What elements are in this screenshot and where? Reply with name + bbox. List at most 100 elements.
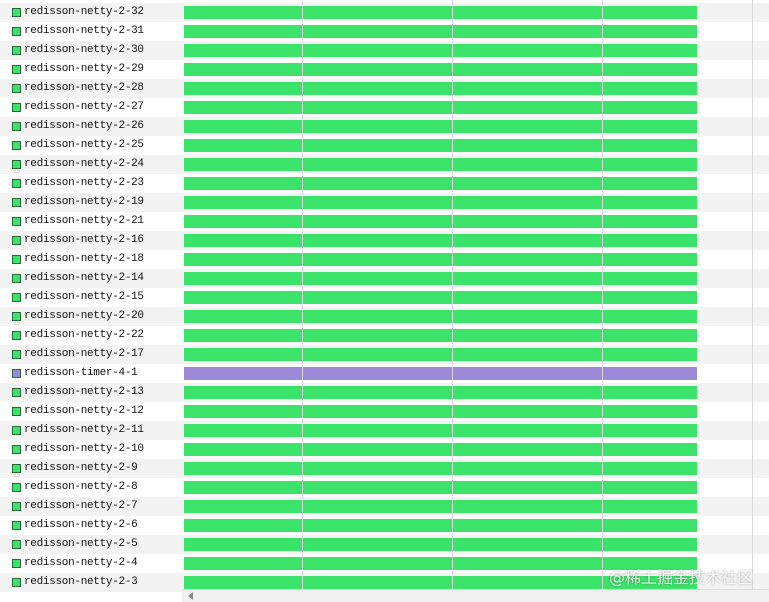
grid-line — [452, 0, 453, 590]
thread-state-icon — [12, 160, 21, 169]
thread-name: redisson-netty-2-10 — [24, 443, 144, 455]
thread-row: redisson-timer-4-1 — [0, 364, 769, 383]
thread-row: redisson-netty-2-8 — [0, 478, 769, 497]
thread-state-icon — [12, 46, 21, 55]
thread-state-icon — [12, 141, 21, 150]
thread-name: redisson-netty-2-8 — [24, 481, 138, 493]
thread-state-icon — [12, 540, 21, 549]
thread-name: redisson-netty-2-31 — [24, 25, 144, 37]
thread-name: redisson-netty-2-24 — [24, 158, 144, 170]
thread-name: redisson-netty-2-29 — [24, 63, 144, 75]
thread-state-icon — [12, 179, 21, 188]
thread-state-bar — [184, 519, 697, 532]
thread-state-bar — [184, 424, 697, 437]
thread-state-icon — [12, 483, 21, 492]
thread-row: redisson-netty-2-14 — [0, 269, 769, 288]
thread-name: redisson-netty-2-5 — [24, 538, 138, 550]
thread-state-icon — [12, 445, 21, 454]
thread-state-icon — [12, 255, 21, 264]
thread-name: redisson-netty-2-26 — [24, 120, 144, 132]
thread-name: redisson-netty-2-19 — [24, 196, 144, 208]
thread-row: redisson-netty-2-16 — [0, 231, 769, 250]
thread-row: redisson-netty-2-5 — [0, 535, 769, 554]
thread-state-icon — [12, 84, 21, 93]
thread-state-icon — [12, 8, 21, 17]
thread-state-bar — [184, 196, 697, 209]
thread-row: redisson-netty-2-11 — [0, 421, 769, 440]
thread-state-bar — [184, 538, 697, 551]
grid-line — [602, 0, 603, 590]
thread-state-bar — [184, 329, 697, 342]
thread-row: redisson-netty-2-7 — [0, 497, 769, 516]
thread-name: redisson-netty-2-6 — [24, 519, 138, 531]
thread-row: redisson-netty-2-27 — [0, 98, 769, 117]
thread-state-icon — [12, 122, 21, 131]
thread-state-bar — [184, 158, 697, 171]
thread-name: redisson-netty-2-23 — [24, 177, 144, 189]
thread-name: redisson-netty-2-20 — [24, 310, 144, 322]
thread-state-bar — [184, 557, 697, 570]
thread-row: redisson-netty-2-13 — [0, 383, 769, 402]
thread-name: redisson-netty-2-28 — [24, 82, 144, 94]
thread-row: redisson-netty-2-20 — [0, 307, 769, 326]
thread-name: redisson-netty-2-4 — [24, 557, 138, 569]
thread-state-bar — [184, 576, 697, 589]
thread-name: redisson-netty-2-3 — [24, 576, 138, 588]
thread-state-bar — [184, 348, 697, 361]
thread-state-bar — [184, 386, 697, 399]
thread-state-icon — [12, 521, 21, 530]
thread-name: redisson-netty-2-27 — [24, 101, 144, 113]
thread-state-icon — [12, 369, 21, 378]
thread-state-bar — [184, 101, 697, 114]
thread-row: redisson-netty-2-6 — [0, 516, 769, 535]
thread-row: redisson-netty-2-12 — [0, 402, 769, 421]
horizontal-scrollbar[interactable] — [182, 589, 769, 602]
thread-state-icon — [12, 559, 21, 568]
thread-state-icon — [12, 65, 21, 74]
thread-state-bar — [184, 291, 697, 304]
thread-row: redisson-netty-2-4 — [0, 554, 769, 573]
thread-state-icon — [12, 236, 21, 245]
thread-row: redisson-netty-2-9 — [0, 459, 769, 478]
thread-state-bar — [184, 367, 697, 380]
thread-name: redisson-netty-2-11 — [24, 424, 144, 436]
scroll-left-arrow[interactable] — [188, 592, 193, 600]
thread-state-icon — [12, 103, 21, 112]
thread-state-icon — [12, 388, 21, 397]
thread-state-icon — [12, 293, 21, 302]
thread-state-bar — [184, 310, 697, 323]
thread-name: redisson-netty-2-16 — [24, 234, 144, 246]
thread-row: redisson-netty-2-3 — [0, 573, 769, 592]
grid-line — [752, 0, 753, 590]
thread-state-bar — [184, 177, 697, 190]
thread-state-bar — [184, 44, 697, 57]
thread-row: redisson-netty-2-28 — [0, 79, 769, 98]
thread-row: redisson-netty-2-32 — [0, 3, 769, 22]
thread-row: redisson-netty-2-18 — [0, 250, 769, 269]
thread-state-bar — [184, 120, 697, 133]
thread-state-bar — [184, 215, 697, 228]
thread-state-icon — [12, 350, 21, 359]
thread-name: redisson-netty-2-22 — [24, 329, 144, 341]
thread-state-bar — [184, 234, 697, 247]
thread-state-bar — [184, 63, 697, 76]
watermark: @稀土掘金技术社区 — [608, 568, 753, 587]
thread-name: redisson-netty-2-14 — [24, 272, 144, 284]
thread-name: redisson-netty-2-9 — [24, 462, 138, 474]
thread-state-bar — [184, 82, 697, 95]
thread-row: redisson-netty-2-17 — [0, 345, 769, 364]
thread-name: redisson-netty-2-21 — [24, 215, 144, 227]
thread-name: redisson-netty-2-7 — [24, 500, 138, 512]
thread-state-icon — [12, 464, 21, 473]
thread-state-bar — [184, 405, 697, 418]
thread-state-icon — [12, 426, 21, 435]
thread-row: redisson-netty-2-10 — [0, 440, 769, 459]
thread-state-icon — [12, 217, 21, 226]
thread-state-bar — [184, 25, 697, 38]
thread-state-icon — [12, 578, 21, 587]
thread-state-bar — [184, 500, 697, 513]
thread-name: redisson-netty-2-25 — [24, 139, 144, 151]
thread-name: redisson-netty-2-15 — [24, 291, 144, 303]
thread-row: redisson-netty-2-30 — [0, 41, 769, 60]
